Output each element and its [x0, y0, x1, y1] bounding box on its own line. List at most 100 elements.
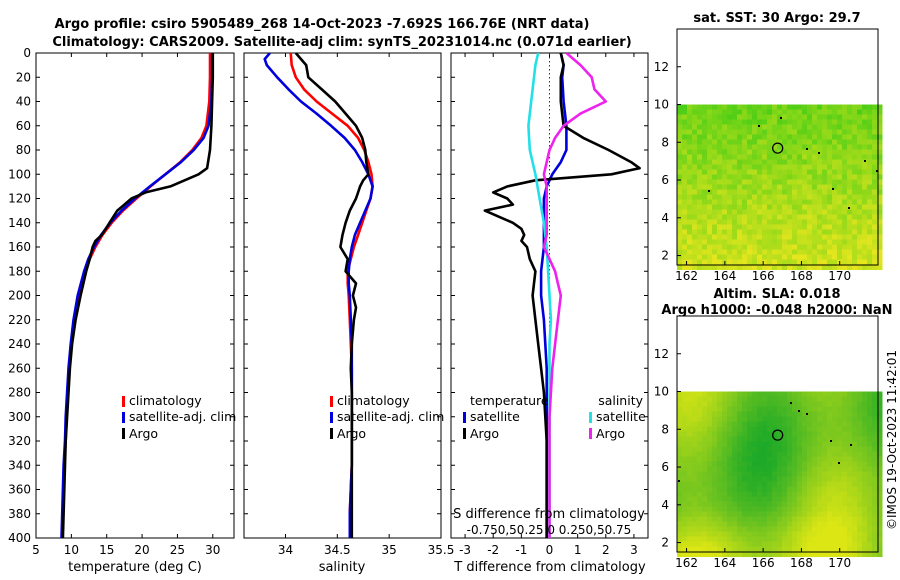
- map-cell: [847, 516, 853, 523]
- map-cell: [812, 541, 818, 548]
- map-cell: [827, 401, 833, 408]
- map-cell: [862, 104, 868, 111]
- map-cell: [872, 204, 878, 211]
- map-cell: [767, 466, 773, 473]
- map-cell: [822, 259, 828, 266]
- map-cell: [862, 471, 868, 478]
- legend-label-t-satellite: satellite: [470, 409, 520, 424]
- map-cell: [772, 249, 778, 256]
- map-cell: [807, 124, 813, 131]
- map-cell: [802, 541, 808, 548]
- map-cell: [772, 129, 778, 136]
- map-cell: [727, 144, 733, 151]
- map-cell: [872, 401, 878, 408]
- map-cell: [757, 546, 763, 553]
- map-cell: [777, 144, 783, 151]
- map-cell: [712, 411, 718, 418]
- map-cell: [717, 501, 723, 508]
- map-cell: [687, 149, 693, 156]
- map-cell: [677, 119, 683, 126]
- map-cell: [792, 466, 798, 473]
- map-cell: [767, 491, 773, 498]
- map-cell: [832, 441, 838, 448]
- map-cell: [857, 184, 863, 191]
- map-cell: [727, 224, 733, 231]
- map-cell: [712, 134, 718, 141]
- map-cell: [737, 124, 743, 131]
- map-cell: [737, 154, 743, 161]
- map-cell: [792, 184, 798, 191]
- map-cell: [677, 416, 683, 423]
- legend-label-argo: Argo: [129, 426, 158, 441]
- map-cell: [852, 214, 858, 221]
- map-cell: [742, 114, 748, 121]
- map-cell: [742, 516, 748, 523]
- map-cell: [852, 401, 858, 408]
- map-cell: [767, 134, 773, 141]
- map-cell: [847, 149, 853, 156]
- map-cell: [762, 421, 768, 428]
- map-cell: [877, 421, 883, 428]
- map-cell: [842, 456, 848, 463]
- map-cell: [722, 456, 728, 463]
- map-cell: [877, 436, 883, 443]
- map-cell: [677, 189, 683, 196]
- map-cell: [767, 456, 773, 463]
- map-cell: [762, 164, 768, 171]
- map-cell: [862, 189, 868, 196]
- map-cell: [832, 421, 838, 428]
- map-cell: [762, 521, 768, 528]
- map-cell: [752, 551, 758, 558]
- map-cell: [852, 536, 858, 543]
- map-cell: [837, 239, 843, 246]
- map-cell: [682, 229, 688, 236]
- map-cell: [742, 259, 748, 266]
- map-cell: [872, 164, 878, 171]
- map-cell: [877, 199, 883, 206]
- map-cell: [837, 244, 843, 251]
- map-cell: [812, 164, 818, 171]
- map-cell: [742, 124, 748, 131]
- map-cell: [877, 254, 883, 261]
- map-cell: [837, 104, 843, 111]
- map-cell: [827, 421, 833, 428]
- map-cell: [677, 114, 683, 121]
- map-cell: [697, 396, 703, 403]
- map-cell: [807, 411, 813, 418]
- map-cell: [817, 521, 823, 528]
- map-cell: [857, 124, 863, 131]
- map-cell: [697, 199, 703, 206]
- map-cell: [717, 194, 723, 201]
- map-cell: [687, 536, 693, 543]
- map-cell: [697, 446, 703, 453]
- map-cell: [732, 264, 738, 271]
- map-cell: [752, 139, 758, 146]
- map-cell: [867, 199, 873, 206]
- island-marker: [818, 152, 820, 154]
- map-cell: [707, 481, 713, 488]
- map-cell: [867, 184, 873, 191]
- map-cell: [807, 169, 813, 176]
- map-cell: [732, 511, 738, 518]
- map-cell: [797, 426, 803, 433]
- map-cell: [802, 436, 808, 443]
- map-cell: [847, 476, 853, 483]
- map-cell: [697, 531, 703, 538]
- map-cell: [782, 421, 788, 428]
- map-cell: [857, 169, 863, 176]
- map-cell: [802, 531, 808, 538]
- map-cell: [787, 516, 793, 523]
- map-cell: [872, 189, 878, 196]
- map-cell: [792, 486, 798, 493]
- map-cell: [862, 541, 868, 548]
- map-cell: [822, 164, 828, 171]
- map-cell: [777, 491, 783, 498]
- map-cell: [832, 521, 838, 528]
- map-cell: [737, 431, 743, 438]
- map-cell: [677, 184, 683, 191]
- map-cell: [877, 104, 883, 111]
- map-cell: [742, 546, 748, 553]
- map-cell: [742, 169, 748, 176]
- map-cell: [862, 451, 868, 458]
- map-cell: [777, 481, 783, 488]
